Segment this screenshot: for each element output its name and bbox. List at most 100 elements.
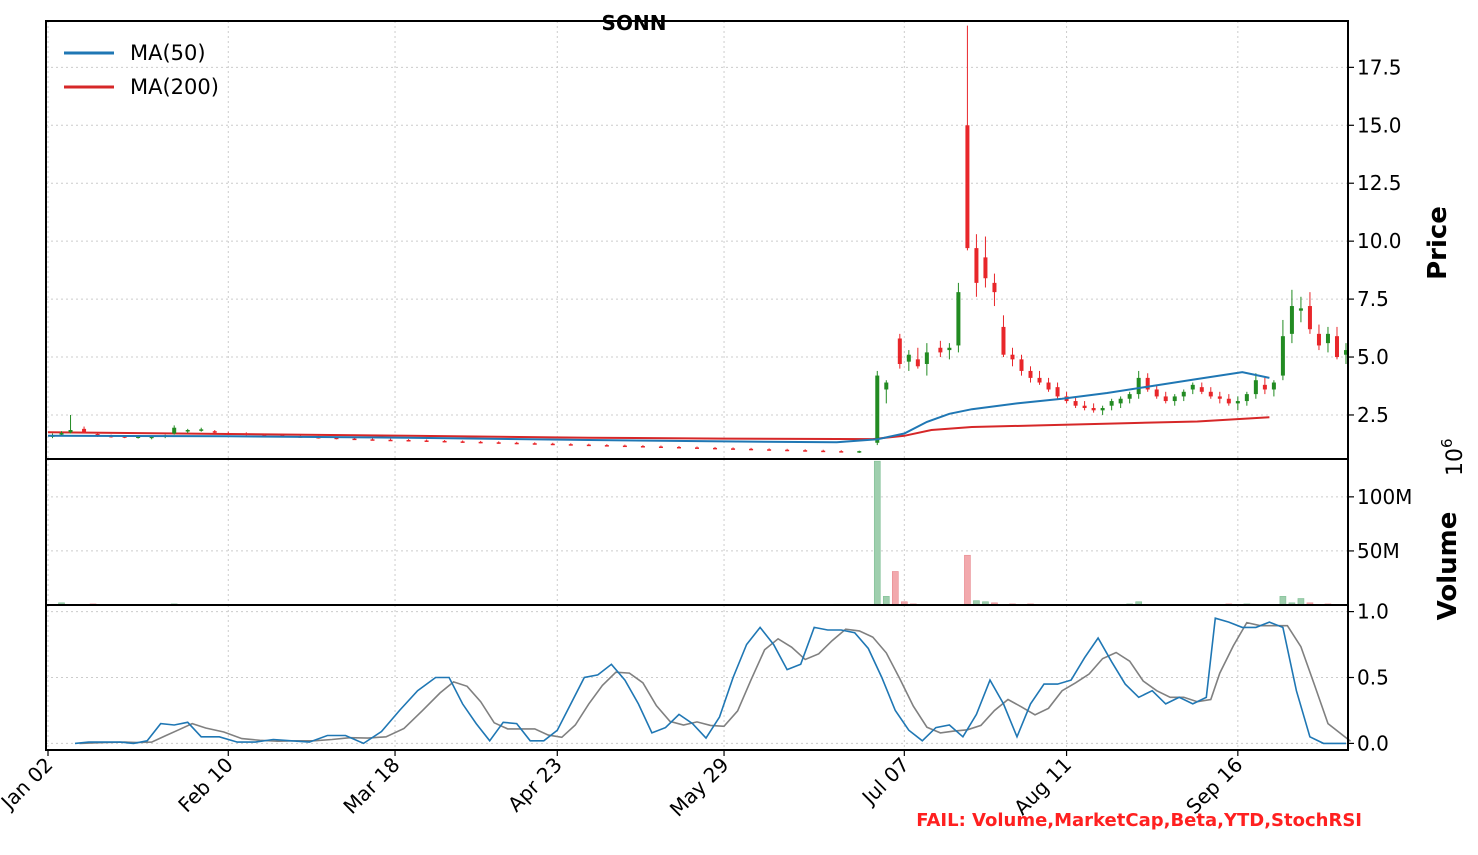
y-tick-label: 50M <box>1357 539 1400 563</box>
candle <box>947 343 952 360</box>
volume-grid <box>46 459 1348 605</box>
candle <box>695 446 699 449</box>
candle <box>749 447 754 451</box>
candle-body <box>1154 389 1159 397</box>
candle <box>622 444 627 448</box>
candle-body <box>1316 333 1321 346</box>
candle-body <box>1289 306 1294 334</box>
candle-body <box>767 449 772 451</box>
candle-body <box>442 440 447 443</box>
candle <box>713 446 718 450</box>
candle <box>785 448 790 452</box>
candle <box>1046 377 1051 392</box>
candle <box>1019 354 1024 376</box>
candle <box>424 439 429 442</box>
candle <box>1262 377 1267 395</box>
x-tick-label: Jul 07 <box>856 753 914 811</box>
candle <box>1217 391 1222 404</box>
candle-body <box>1325 333 1330 344</box>
candle-body <box>983 257 988 279</box>
candle-body <box>1127 394 1132 399</box>
candle <box>1334 326 1339 360</box>
candle-body <box>1344 350 1348 355</box>
x-tick-label: Sep 16 <box>1181 753 1247 819</box>
candle <box>185 428 190 434</box>
candle <box>388 438 393 442</box>
candle <box>1145 373 1150 392</box>
candle <box>68 414 73 434</box>
candle-body <box>406 439 411 442</box>
candle <box>938 340 943 358</box>
candle-body <box>884 382 889 390</box>
x-tick-label: Feb 10 <box>173 753 238 818</box>
candle <box>1082 401 1087 411</box>
candle-body <box>226 433 231 435</box>
candle-body <box>785 449 790 452</box>
candle-body <box>59 433 64 435</box>
candle-body <box>839 451 844 453</box>
candle-body <box>749 448 754 451</box>
legend-label-ma50: MA(50) <box>130 41 206 65</box>
candle-body <box>68 430 73 433</box>
candle-body <box>1172 396 1177 402</box>
candle-body <box>640 446 645 448</box>
candle <box>915 347 920 369</box>
volume-bars <box>58 460 1332 606</box>
candle <box>1280 319 1285 381</box>
candle <box>1172 394 1177 406</box>
fail-message: FAIL: Volume,MarketCap,Beta,YTD,StochRSI <box>916 810 1362 831</box>
candle <box>1325 326 1330 353</box>
price-y-ticks: 2.5 5.0 7.5 10.0 12.5 15.0 17.5 <box>1348 55 1402 427</box>
candle-body <box>1298 308 1303 311</box>
candle-body <box>695 447 699 449</box>
candle <box>974 234 979 297</box>
candle-body <box>244 433 249 436</box>
chart-title: SONN <box>602 11 667 35</box>
candle-body <box>1226 398 1231 404</box>
candle-body <box>1280 336 1285 376</box>
candle <box>82 426 87 434</box>
candle-body <box>992 282 997 293</box>
candle-body <box>496 442 501 444</box>
candle <box>924 343 929 376</box>
candle <box>676 446 681 449</box>
candle-body <box>604 445 609 447</box>
candle-body <box>875 375 880 443</box>
candle-body <box>1145 377 1150 390</box>
candle <box>983 236 988 288</box>
candle-body <box>1208 391 1213 397</box>
candle <box>244 432 249 436</box>
candle <box>897 333 902 369</box>
candle <box>1073 396 1078 409</box>
ma200-line <box>47 416 1270 441</box>
candle-body <box>676 446 681 449</box>
ma200-series <box>47 416 1270 441</box>
candle-body <box>514 442 519 445</box>
x-tick-label: Apr 23 <box>503 753 567 817</box>
candle-body <box>956 292 961 346</box>
candle <box>1010 347 1015 367</box>
candle-body <box>172 427 177 434</box>
candle-body <box>262 434 267 437</box>
candle <box>839 450 844 453</box>
candle <box>767 448 772 451</box>
price-panel-frame <box>45 20 1349 460</box>
candle-body <box>974 248 979 283</box>
candle-body <box>478 441 483 444</box>
volume-bar <box>892 571 899 606</box>
y-tick-label: 5.0 <box>1357 345 1389 369</box>
candle-body <box>586 444 591 447</box>
candle-body <box>334 437 339 440</box>
candle-body <box>1037 377 1042 383</box>
y-tick-label: 7.5 <box>1357 287 1389 311</box>
candle-body <box>803 450 808 452</box>
candle-body <box>1010 354 1015 360</box>
candle <box>532 442 537 445</box>
volume-panel-frame <box>45 458 1349 606</box>
price-grid <box>46 21 1348 459</box>
candle-body <box>1073 401 1078 406</box>
candle-body <box>622 445 627 448</box>
volume-axis-title: Volume <box>1433 512 1463 621</box>
volume-bar <box>882 596 890 606</box>
volume-bar <box>964 554 971 606</box>
